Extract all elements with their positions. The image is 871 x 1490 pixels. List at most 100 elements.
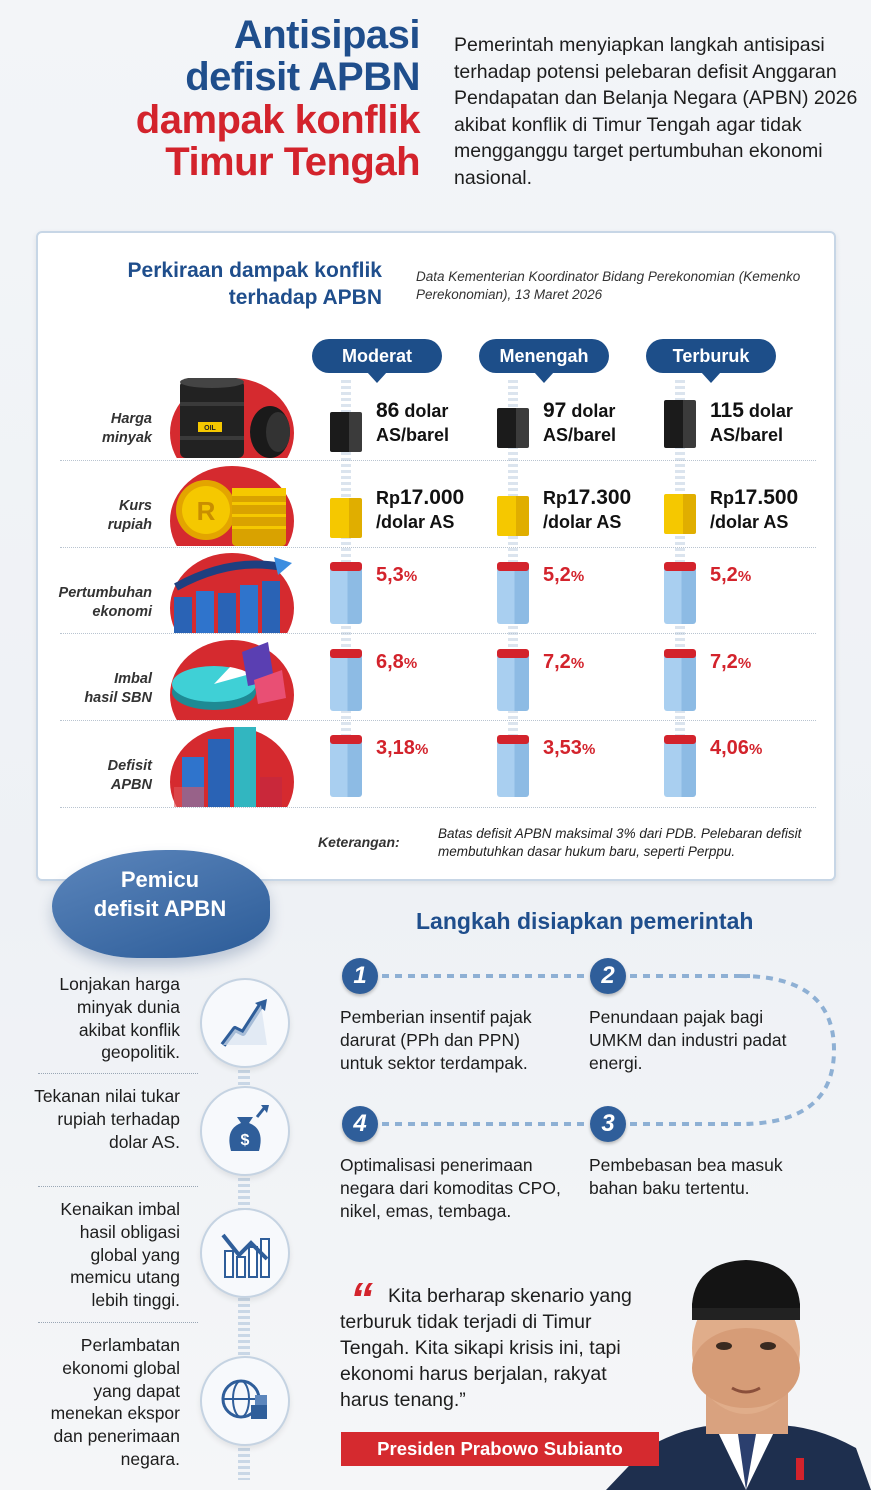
oil-value-menengah: 97 dolar AS/barel [543, 399, 617, 446]
svg-text:R: R [197, 496, 216, 526]
step-number-2: 2 [590, 958, 626, 994]
deficit-bar-moderat [330, 735, 362, 797]
quote-mark: “ [350, 1273, 373, 1325]
note-label: Keterangan: [318, 834, 400, 850]
row-label-deficit: Defisit APBN [40, 757, 152, 795]
bar-chart-icon [170, 727, 294, 807]
row-label-line: Kurs [118, 498, 152, 514]
step-number-1: 1 [342, 958, 378, 994]
deficit-value-terburuk: 4,06% [710, 737, 763, 759]
globe-export-icon [200, 1356, 290, 1446]
title-line-4: Timur Tengah [165, 140, 420, 185]
step-text-3: Pembebasan bea masuk bahan baku tertentu… [589, 1155, 783, 1199]
sbn-value-moderat: 6,8% [376, 651, 418, 673]
pie-chart-icon [170, 640, 294, 720]
steps-connector [382, 974, 588, 978]
header-description: Pemerintah menyiapkan langkah antisipasi… [454, 34, 858, 189]
title-line-1: Antisipasi [233, 13, 421, 57]
rupiah-value-menengah: Rp17.300/dolar AS [543, 486, 632, 533]
triggers-badge [52, 850, 270, 958]
money-bag-icon: $ [200, 1086, 290, 1176]
oil-cube-moderat [330, 412, 362, 452]
oil-value-moderat: 86 dolar AS/barel [376, 399, 450, 446]
svg-text:OIL: OIL [204, 425, 216, 432]
row-label-rupiah: Kurs rupiah [40, 497, 152, 535]
trigger-divider [38, 1073, 198, 1074]
deficit-value-menengah: 3,53% [543, 737, 596, 759]
deficit-bar-menengah [497, 735, 529, 797]
sbn-bar-moderat [330, 649, 362, 711]
bond-chart-icon [200, 1208, 290, 1298]
president-portrait [606, 1260, 871, 1490]
growth-bar-moderat [330, 562, 362, 624]
oil-cube-menengah [497, 408, 529, 448]
step-text-1: Pemberian insentif pajak darurat (PPh da… [340, 1007, 532, 1074]
scenario-moderat: Moderat [312, 339, 442, 383]
sbn-value-menengah: 7,2% [543, 651, 585, 673]
impact-source: Data Kementerian Koordinator Bidang Pere… [416, 269, 801, 303]
oil-cube-terburuk [664, 400, 696, 448]
sbn-bar-terburuk [664, 649, 696, 711]
oil-barrel-icon: OIL [170, 378, 294, 458]
growth-value-terburuk: 5,2% [710, 564, 752, 586]
rising-line-icon [200, 978, 290, 1068]
triggers-title: Pemicu defisit APBN [62, 866, 258, 923]
coins-icon: R [170, 466, 294, 546]
row-divider [60, 807, 816, 808]
main-title: Antisipasi defisit APBN dampak konflik T… [60, 13, 421, 185]
row-divider [60, 720, 816, 721]
rupiah-value-moderat: Rp17.000/dolar AS [376, 486, 465, 533]
growth-value-menengah: 5,2% [543, 564, 585, 586]
impact-card [36, 231, 836, 881]
step-text-2: Penundaan pajak bagi UMKM dan industri p… [589, 1007, 787, 1074]
step-number-3: 3 [590, 1106, 626, 1142]
trigger-divider [38, 1186, 198, 1187]
steps-connector [630, 974, 750, 978]
deficit-value-moderat: 3,18% [376, 737, 429, 759]
trigger-item-4: Perlambatan ekonomi global yang dapat me… [50, 1335, 180, 1469]
row-label-line: rupiah [107, 516, 152, 533]
row-divider [60, 460, 816, 461]
row-label-line: Imbal [114, 671, 152, 687]
step-text-4: Optimalisasi penerimaan negara dari komo… [340, 1155, 561, 1222]
trigger-item-2: Tekanan nilai tukar rupiah terhadap dola… [34, 1086, 180, 1152]
scenario-menengah: Menengah [479, 339, 609, 383]
title-line-2: defisit APBN [185, 55, 420, 100]
growth-bar-terburuk [664, 562, 696, 624]
sbn-bar-menengah [497, 649, 529, 711]
oil-value-terburuk: 115 dolar AS/barel [710, 399, 793, 446]
row-label-oil: Harga minyak [40, 410, 152, 448]
rupiah-cube-moderat [330, 498, 362, 538]
sbn-value-terburuk: 7,2% [710, 651, 752, 673]
step-number-4: 4 [342, 1106, 378, 1142]
title-line-3: dampak konflik [135, 97, 421, 142]
steps-connector [630, 1122, 750, 1126]
row-label-line: APBN [110, 776, 152, 793]
row-label-line: minyak [102, 429, 152, 446]
note-text: Batas defisit APBN maksimal 3% dari PDB.… [438, 826, 802, 860]
triggers-title-line: defisit APBN [93, 895, 227, 921]
row-divider [60, 633, 816, 634]
rupiah-value-terburuk: Rp17.500/dolar AS [710, 486, 799, 533]
growth-bars-icon [170, 553, 294, 633]
speaker-name-label: Presiden Prabowo Subianto [341, 1432, 659, 1466]
row-label-line: Harga [110, 411, 152, 427]
impact-title: Perkiraan dampak konflik terhadap APBN [127, 259, 382, 310]
rupiah-cube-terburuk [664, 494, 696, 534]
deficit-bar-terburuk [664, 735, 696, 797]
triggers-title-line: Pemicu [120, 867, 200, 892]
rupiah-cube-menengah [497, 496, 529, 536]
trigger-item-1: Lonjakan harga minyak dunia akibat konfl… [59, 974, 180, 1063]
row-label-line: Pertumbuhan [58, 585, 152, 601]
row-label-line: hasil SBN [84, 689, 152, 706]
row-label-line: ekonomi [92, 603, 152, 620]
steps-title: Langkah disiapkan pemerintah [416, 908, 754, 934]
row-label-sbn: Imbal hasil SBN [40, 670, 152, 708]
steps-curve-connector [740, 974, 837, 1126]
quote-text: Kita berharap skenario yang terburuk tid… [340, 1285, 632, 1411]
svg-text:$: $ [241, 1132, 250, 1149]
growth-bar-menengah [497, 562, 529, 624]
trigger-divider [38, 1322, 198, 1323]
row-label-growth: Pertumbuhan ekonomi [40, 584, 152, 622]
trigger-item-3: Kenaikan imbal hasil obligasi global yan… [60, 1199, 180, 1310]
